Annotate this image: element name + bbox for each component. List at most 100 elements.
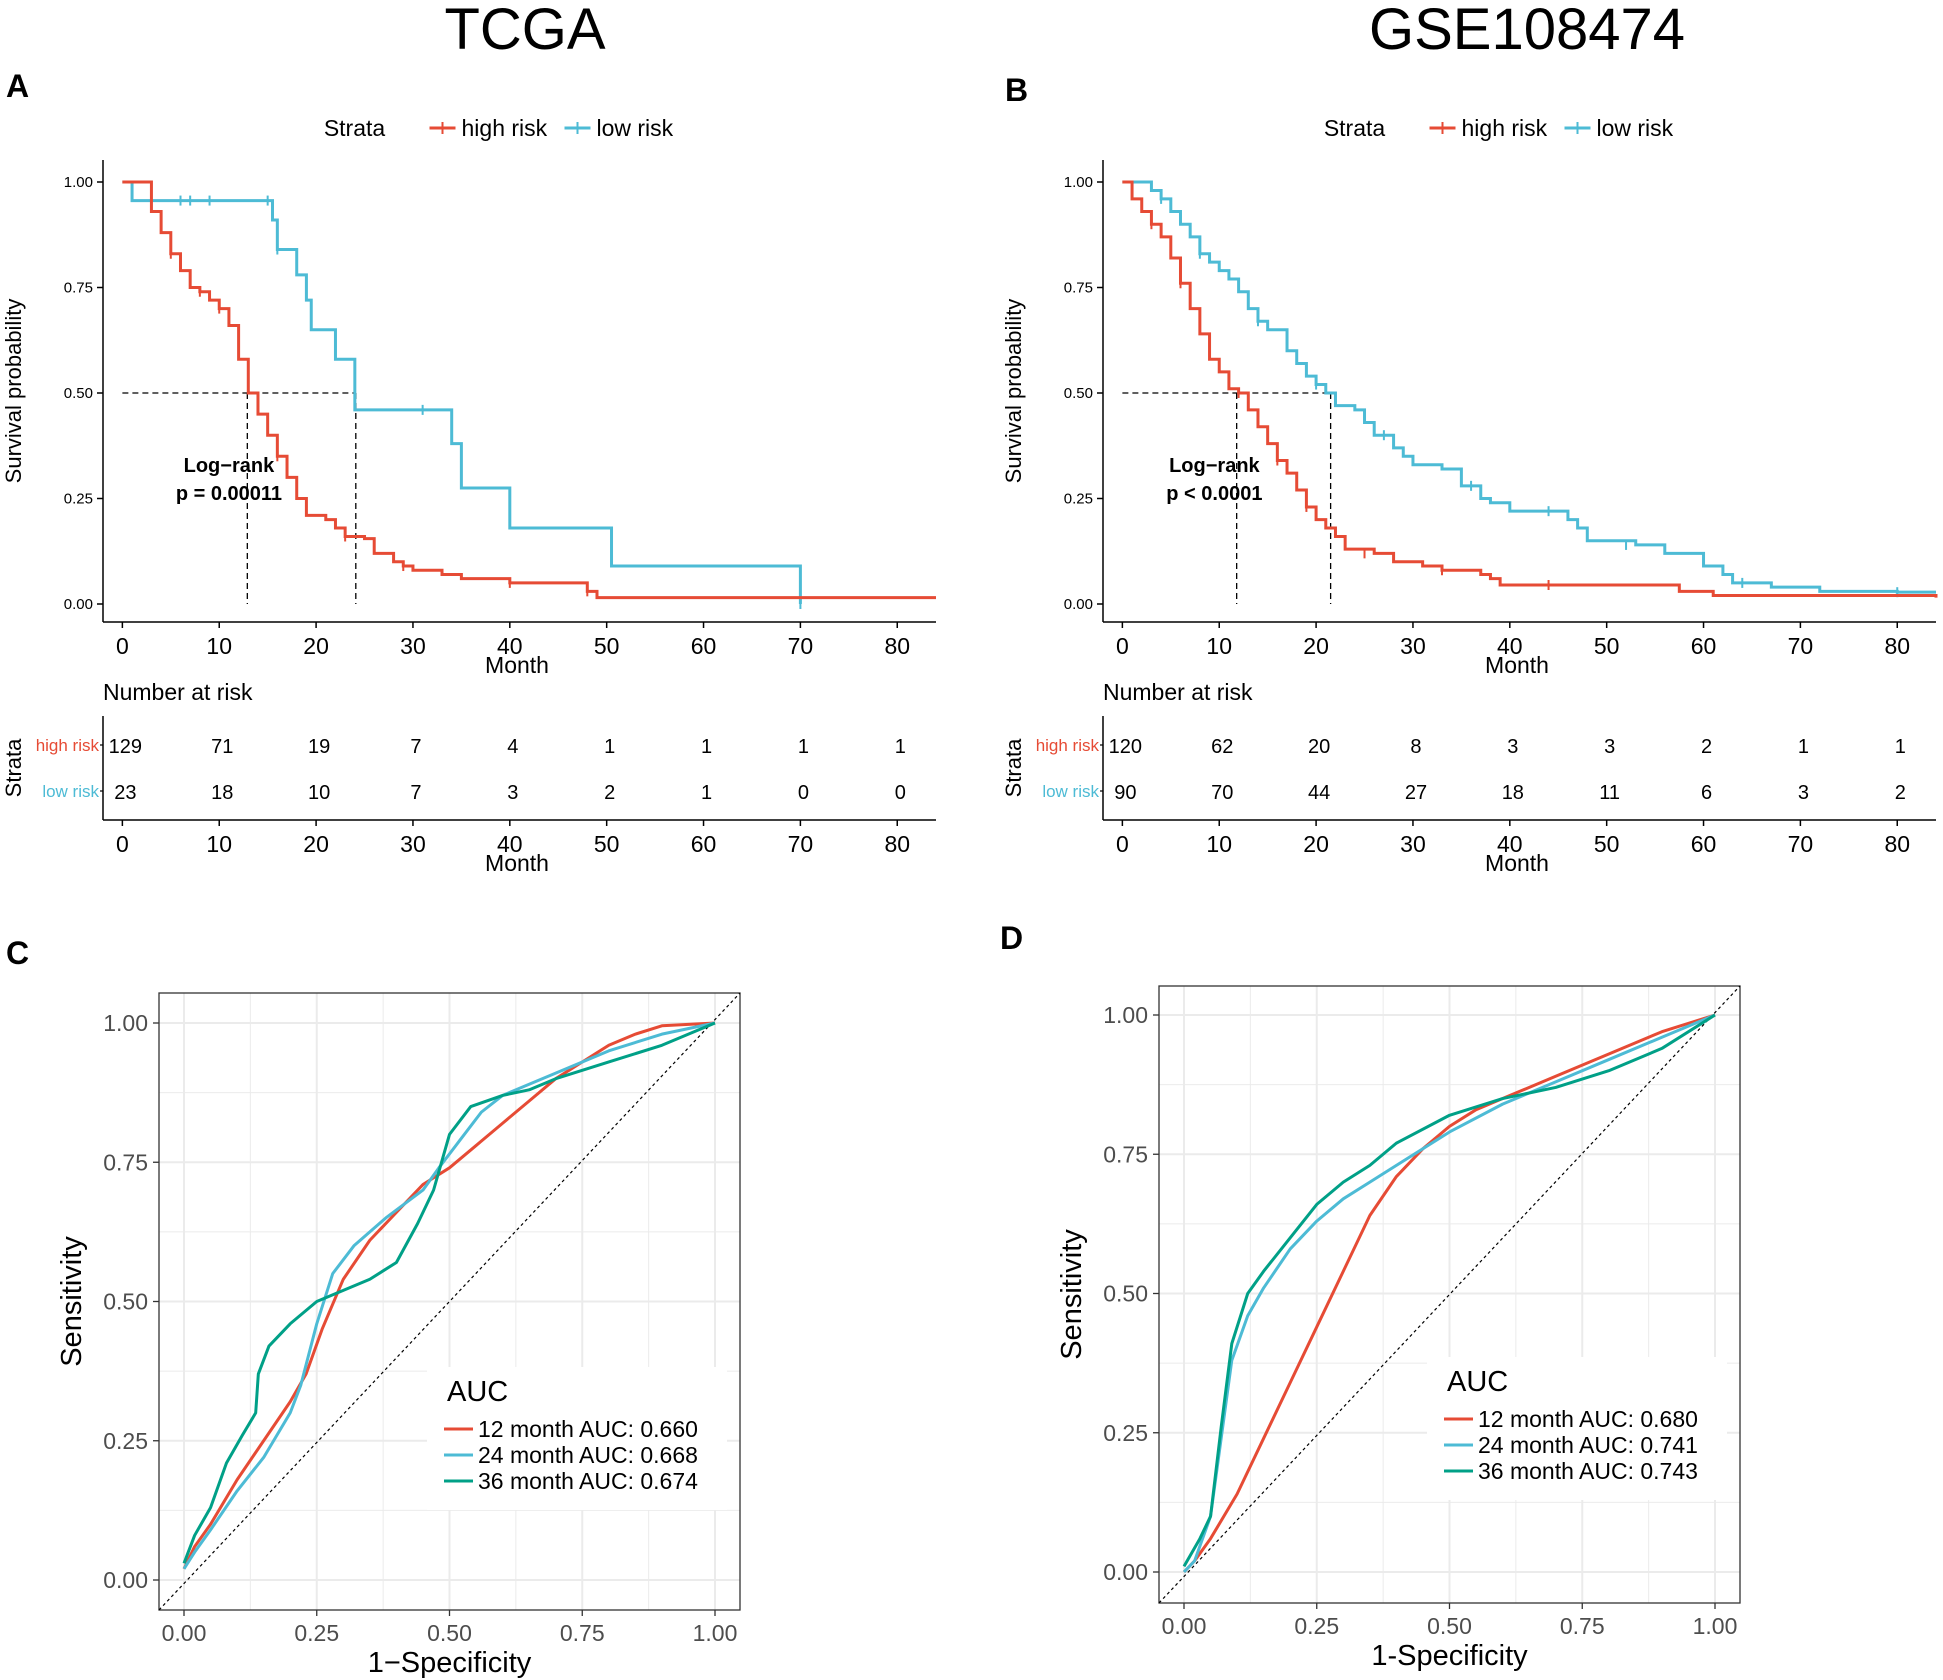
risk-row-label-low-risk: low risk bbox=[1042, 782, 1099, 801]
panel-label-a: A bbox=[6, 68, 30, 104]
legend-label-high-risk: high risk bbox=[462, 115, 548, 141]
risk-count: 3 bbox=[507, 782, 518, 804]
x-tick-label: 70 bbox=[1788, 633, 1814, 659]
legend-label-low-risk: low risk bbox=[1597, 115, 1674, 141]
risk-x-tick-label: 80 bbox=[1884, 831, 1910, 857]
y-tick-label: 0.50 bbox=[103, 1289, 148, 1315]
x-tick-label: 50 bbox=[594, 633, 620, 659]
risk-table-title: Number at risk bbox=[103, 679, 253, 705]
y-tick-label: 0.75 bbox=[103, 1149, 148, 1175]
risk-count: 70 bbox=[1211, 782, 1233, 804]
risk-count: 20 bbox=[1308, 736, 1330, 758]
title-tcga: TCGA bbox=[444, 0, 606, 62]
risk-table-x-label: Month bbox=[485, 850, 549, 876]
x-tick-label: 1.00 bbox=[693, 1620, 738, 1646]
legend-label-auc24: 24 month AUC: 0.668 bbox=[478, 1442, 698, 1468]
risk-table-y-label: Strata bbox=[1, 738, 26, 797]
risk-x-tick-label: 60 bbox=[691, 831, 717, 857]
risk-count: 3 bbox=[1507, 736, 1518, 758]
x-tick-label: 40 bbox=[497, 633, 523, 659]
risk-count: 8 bbox=[1410, 736, 1421, 758]
y-axis-label: Survival probability bbox=[1001, 299, 1026, 484]
risk-x-tick-label: 10 bbox=[206, 831, 232, 857]
risk-count: 19 bbox=[308, 736, 330, 758]
legend-box bbox=[427, 1367, 727, 1510]
x-tick-label: 10 bbox=[1206, 633, 1232, 659]
risk-count: 10 bbox=[308, 782, 330, 804]
risk-count: 1 bbox=[895, 736, 906, 758]
risk-count: 6 bbox=[1701, 782, 1712, 804]
x-tick-label: 0.50 bbox=[427, 1620, 472, 1646]
risk-count: 18 bbox=[1502, 782, 1524, 804]
x-tick-label: 80 bbox=[1884, 633, 1910, 659]
x-axis-label: 1−Specificity bbox=[368, 1647, 532, 1679]
risk-x-tick-label: 70 bbox=[788, 831, 814, 857]
legend-title: Strata bbox=[324, 115, 386, 141]
x-tick-label: 0.00 bbox=[162, 1620, 207, 1646]
risk-count: 3 bbox=[1604, 736, 1615, 758]
risk-table-y-label: Strata bbox=[1001, 738, 1026, 797]
km-curve-high-risk bbox=[1122, 180, 1938, 598]
risk-count: 1 bbox=[701, 782, 712, 804]
risk-row-label-low-risk: low risk bbox=[42, 782, 99, 801]
legend-label-low-risk: low risk bbox=[597, 115, 674, 141]
y-tick-label: 1.00 bbox=[1064, 174, 1093, 191]
x-axis-label: Month bbox=[485, 652, 549, 678]
x-tick-label: 20 bbox=[1303, 633, 1329, 659]
risk-count: 62 bbox=[1211, 736, 1233, 758]
x-tick-label: 0.50 bbox=[1427, 1613, 1472, 1639]
x-tick-label: 0.25 bbox=[294, 1620, 339, 1646]
risk-count: 1 bbox=[1798, 736, 1809, 758]
risk-x-tick-label: 60 bbox=[1691, 831, 1717, 857]
y-tick-label: 0.75 bbox=[1064, 280, 1093, 297]
y-axis-label: Sensitivity bbox=[1056, 1229, 1088, 1360]
y-tick-label: 1.00 bbox=[64, 174, 93, 191]
roc-plot-d: 0.00 0.00 0.25 0.25 0.50 0.50 0.75 0.75 1.00 1.00… bbox=[1056, 985, 1741, 1672]
km-curve-low-risk bbox=[1122, 180, 1936, 594]
x-tick-label: 70 bbox=[788, 633, 814, 659]
risk-count: 7 bbox=[410, 736, 421, 758]
panel-label-c: C bbox=[6, 935, 30, 971]
legend-label-high-risk: high risk bbox=[1462, 115, 1548, 141]
legend-title: Strata bbox=[1324, 115, 1386, 141]
risk-count: 2 bbox=[604, 782, 615, 804]
legend-label-auc24: 24 month AUC: 0.741 bbox=[1478, 1432, 1698, 1458]
x-tick-label: 50 bbox=[1594, 633, 1620, 659]
risk-x-tick-label: 40 bbox=[497, 831, 523, 857]
x-tick-label: 60 bbox=[1691, 633, 1717, 659]
x-tick-label: 40 bbox=[1497, 633, 1523, 659]
risk-table-x-label: Month bbox=[1485, 850, 1549, 876]
x-tick-label: 0.00 bbox=[1162, 1613, 1207, 1639]
x-tick-label: 0.75 bbox=[1560, 1613, 1605, 1639]
x-tick-label: 20 bbox=[303, 633, 329, 659]
legend-title: AUC bbox=[447, 1376, 508, 1408]
risk-x-tick-label: 50 bbox=[1594, 831, 1620, 857]
x-tick-label: 30 bbox=[1400, 633, 1426, 659]
risk-count: 23 bbox=[114, 782, 136, 804]
y-tick-label: 0.75 bbox=[64, 280, 93, 297]
risk-count: 2 bbox=[1701, 736, 1712, 758]
roc-curve-auc36 bbox=[182, 1021, 716, 1564]
y-tick-label: 0.25 bbox=[1064, 491, 1093, 508]
risk-count: 4 bbox=[507, 736, 518, 758]
risk-x-tick-label: 0 bbox=[116, 831, 129, 857]
risk-count: 0 bbox=[895, 782, 906, 804]
x-tick-label: 0 bbox=[116, 633, 129, 659]
risk-count: 71 bbox=[211, 736, 233, 758]
legend-label-auc36: 36 month AUC: 0.743 bbox=[1478, 1458, 1698, 1484]
legend-label-auc12: 12 month AUC: 0.660 bbox=[478, 1416, 698, 1442]
risk-x-tick-label: 0 bbox=[1116, 831, 1129, 857]
logrank-label: Log−rank bbox=[1169, 455, 1260, 477]
x-axis-label: Month bbox=[1485, 652, 1549, 678]
roc-curve-auc12 bbox=[1182, 1013, 1716, 1574]
risk-count: 120 bbox=[1109, 736, 1142, 758]
risk-x-tick-label: 30 bbox=[1400, 831, 1426, 857]
risk-x-tick-label: 40 bbox=[1497, 831, 1523, 857]
risk-count: 7 bbox=[410, 782, 421, 804]
legend-title: AUC bbox=[1447, 1366, 1508, 1398]
risk-count: 0 bbox=[798, 782, 809, 804]
risk-x-tick-label: 20 bbox=[1303, 831, 1329, 857]
title-gse108474: GSE108474 bbox=[1368, 0, 1686, 62]
risk-count: 3 bbox=[1798, 782, 1809, 804]
x-tick-label: 0.75 bbox=[560, 1620, 605, 1646]
